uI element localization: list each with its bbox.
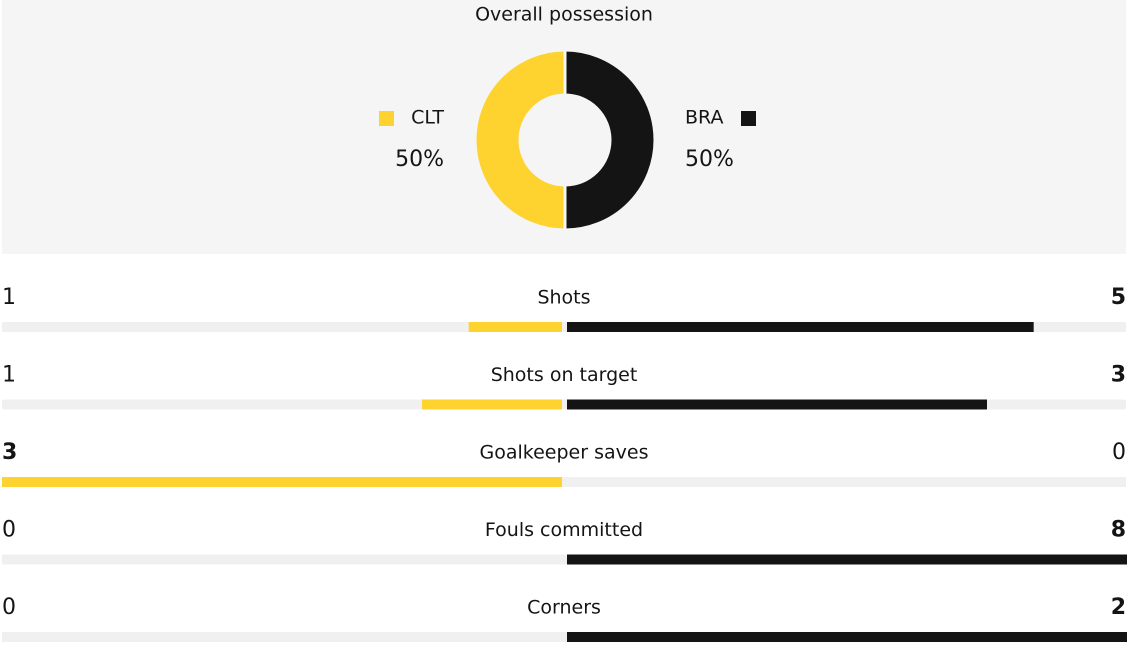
home-bar [2,477,562,487]
away-bar [567,399,987,410]
home-bar [468,322,562,332]
stat-label: Shots [537,287,590,309]
bar-track [2,322,1126,332]
possession-title: Overall possession [475,4,653,26]
legend-swatch [379,111,394,126]
possession-value: 50% [395,147,444,172]
home-value: 0 [2,518,16,543]
home-value: 1 [2,363,16,388]
legend-swatch [741,111,756,126]
away-bar [567,322,1034,332]
legend-label: CLT [411,107,444,129]
away-value: 0 [1112,440,1126,465]
away-bar [567,632,1127,642]
home-value: 0 [2,595,16,620]
away-value: 5 [1111,285,1126,310]
away-value: 8 [1111,518,1126,543]
away-value: 3 [1111,363,1126,388]
possession-value: 50% [685,147,734,172]
stat-label: Goalkeeper saves [480,442,649,464]
home-value: 3 [2,440,17,465]
away-value: 2 [1111,595,1126,620]
possession-segment [473,48,567,232]
home-bar [422,399,562,410]
legend-label: BRA [685,107,723,129]
stat-label: Shots on target [491,364,638,386]
away-bar [567,554,1127,565]
bar-track [2,632,1126,642]
bar-track [2,399,1126,410]
stat-label: Corners [527,597,601,619]
stat-label: Fouls committed [485,519,643,541]
home-value: 1 [2,285,16,310]
bar-track [2,477,1126,487]
bar-track [2,554,1126,565]
possession-segment [563,48,657,232]
